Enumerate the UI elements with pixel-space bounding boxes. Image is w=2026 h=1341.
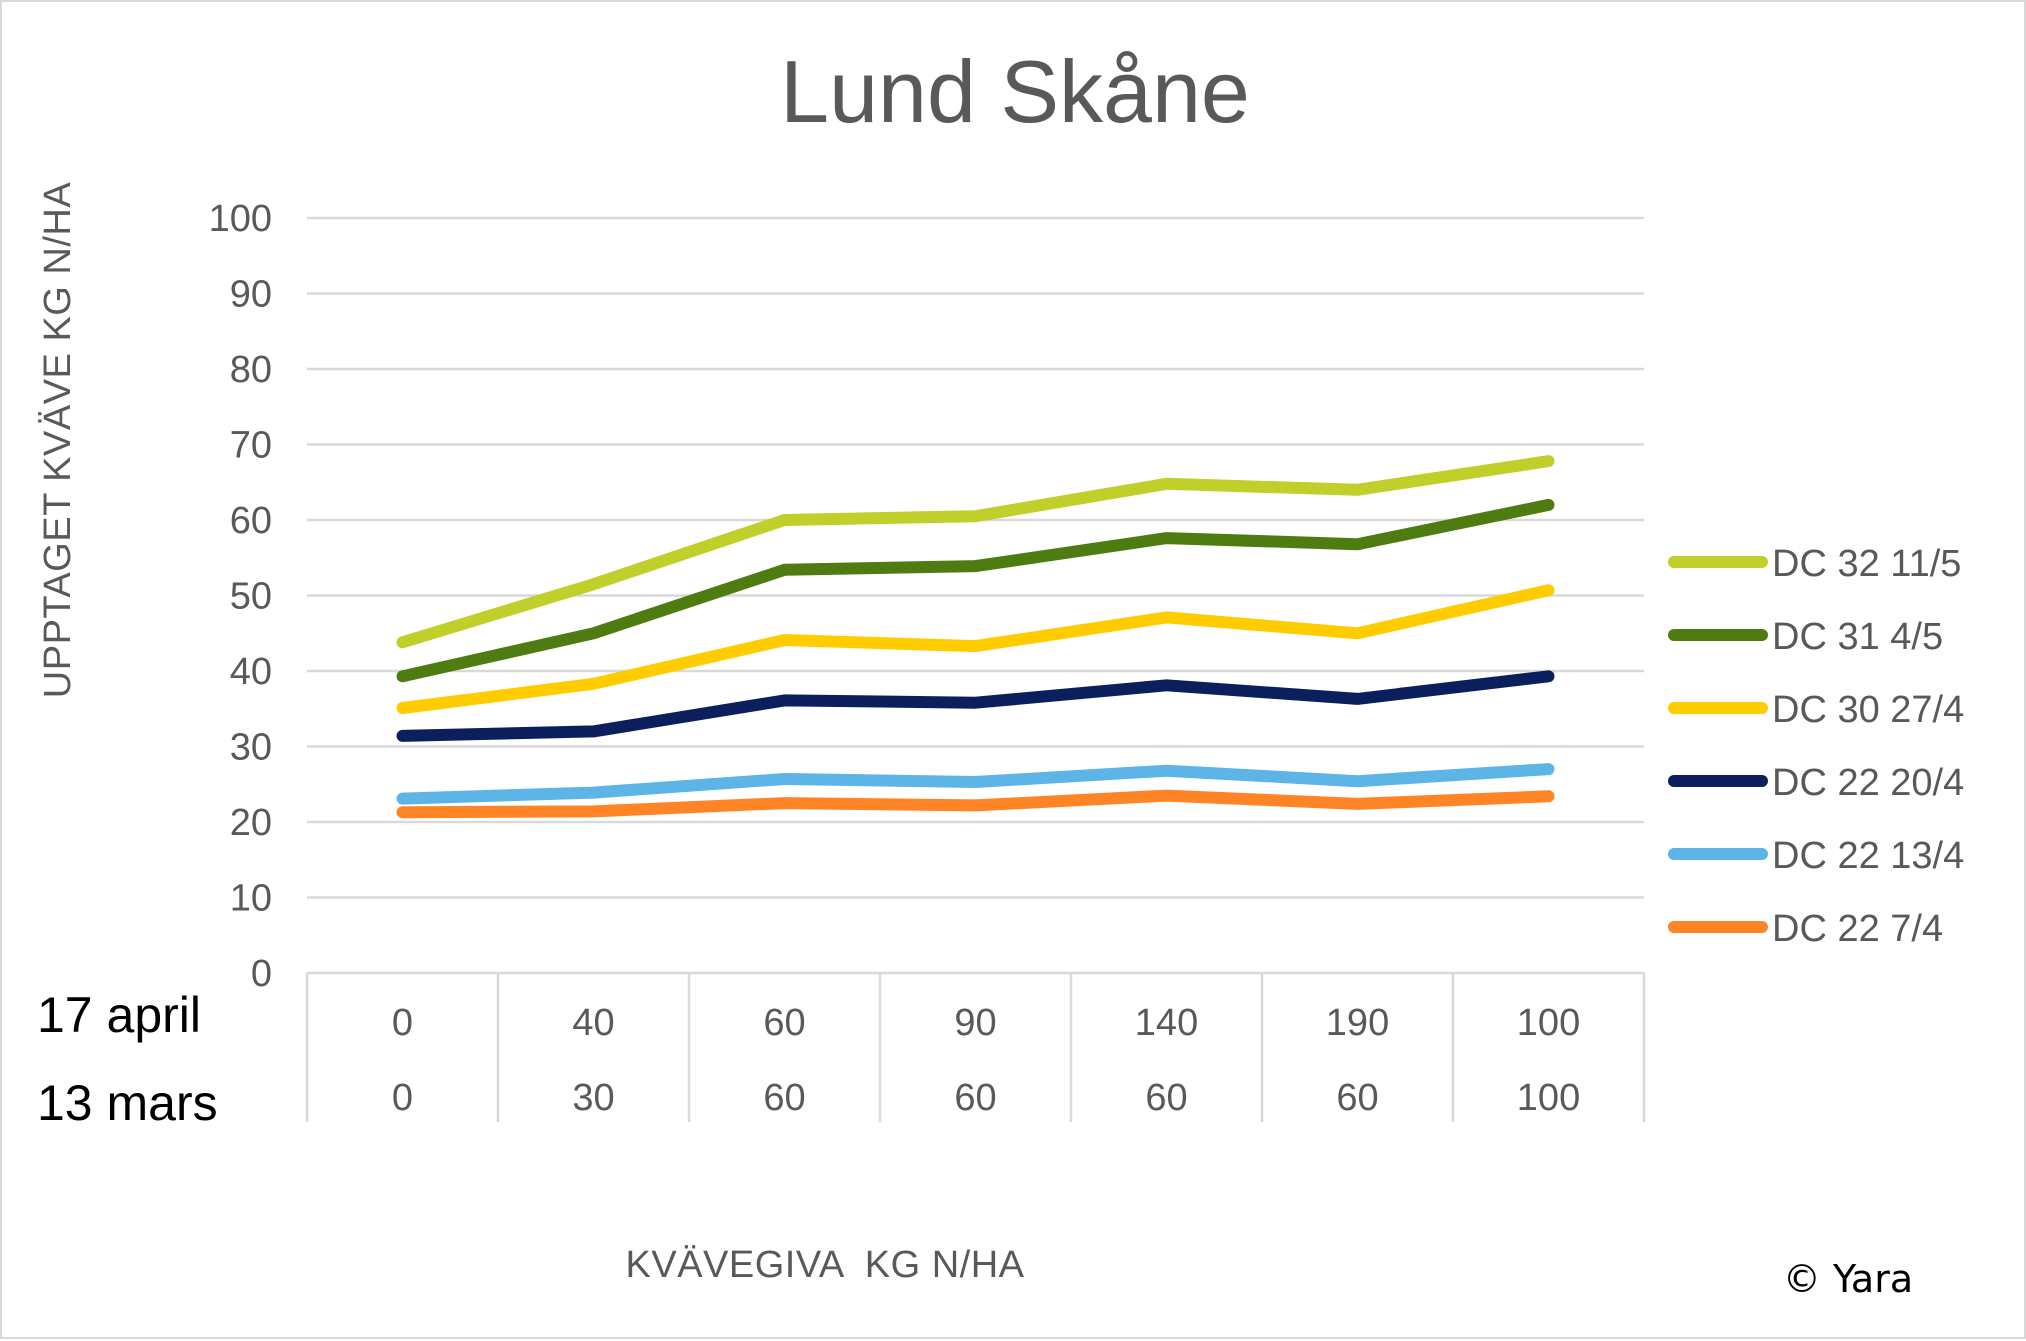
y-axis-label: UPPTAGET KVÄVE KG N/HA [37,182,79,699]
y-tick-label: 90 [230,274,272,316]
y-tick-label: 60 [230,500,272,542]
x-tick-label: 60 [1336,1077,1378,1119]
series-lines [396,455,1555,819]
legend-label: DC 31 4/5 [1772,616,1943,658]
y-tick-label: 10 [230,878,272,920]
x-axis-label: KVÄVEGIVA KG N/HA [626,1244,1025,1286]
y-tick-label: 80 [230,349,272,391]
x-tick-label: 40 [572,1002,614,1044]
x-tick-label: 60 [1145,1077,1187,1119]
x-category-table: 17 april 0 40 60 90 140 190 100 13 mars 0 30 60 60 60… [37,973,1646,1131]
y-tick-labels: 0 10 20 30 40 50 60 70 80 90 100 [209,198,272,995]
y-tick-label: 50 [230,576,272,618]
y-tick-label: 20 [230,802,272,844]
series-line-3 [396,670,1555,742]
category-row-label: 17 april [37,987,201,1043]
legend-label: DC 30 27/4 [1772,689,1964,731]
x-tick-label: 140 [1135,1002,1198,1044]
copyright-watermark: © Yara [1783,1257,1913,1301]
legend-label: DC 22 7/4 [1772,908,1943,950]
x-tick-label: 0 [392,1002,413,1044]
y-tick-label: 0 [251,953,272,995]
x-tick-label: 100 [1517,1002,1580,1044]
y-tick-label: 100 [209,198,272,240]
legend-label: DC 22 20/4 [1772,762,1964,804]
x-tick-label: 30 [572,1077,614,1119]
chart-title: Lund Skåne [780,42,1250,141]
gridlines [307,216,1644,975]
y-tick-label: 70 [230,425,272,467]
x-tick-label: 60 [763,1002,805,1044]
y-tick-label: 40 [230,651,272,693]
x-tick-label: 60 [954,1077,996,1119]
legend: DC 32 11/5 DC 31 4/5 DC 30 27/4 DC 22 20/4 D… [1668,543,1964,950]
category-row-label: 13 mars [37,1075,218,1131]
series-line-4 [396,763,1555,805]
series-line-5 [396,789,1555,819]
x-tick-label: 100 [1517,1077,1580,1119]
x-tick-label: 190 [1326,1002,1389,1044]
legend-label: DC 22 13/4 [1772,835,1964,877]
x-tick-label: 0 [392,1077,413,1119]
legend-label: DC 32 11/5 [1772,543,1961,585]
series-line-1 [396,498,1555,683]
series-line-2 [396,584,1555,714]
y-tick-label: 30 [230,727,272,769]
x-tick-label: 90 [954,1002,996,1044]
x-tick-label: 60 [763,1077,805,1119]
series-line-0 [396,455,1555,649]
